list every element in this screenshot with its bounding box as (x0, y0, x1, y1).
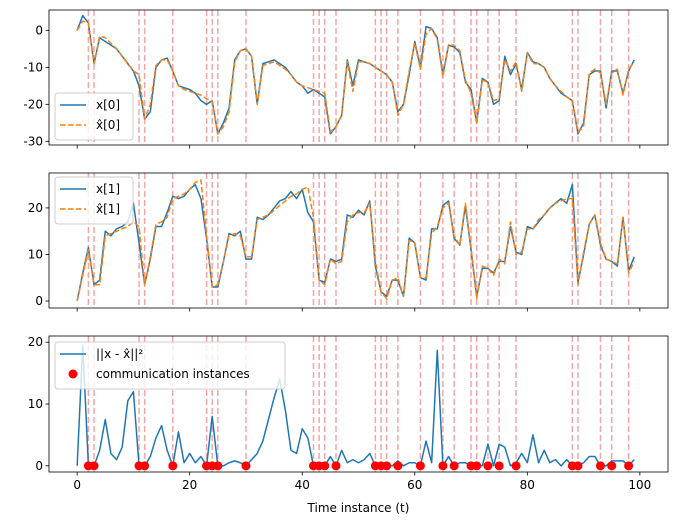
communication-marker (320, 461, 330, 471)
communication-marker (494, 461, 504, 471)
axes-frame (48, 9, 669, 146)
x-tick-label: 20 (182, 478, 197, 492)
y-tick-label: 0 (35, 23, 43, 37)
x-tick-label: 80 (520, 478, 535, 492)
y-tick-label: 0 (35, 294, 43, 308)
y-tick-label: -10 (23, 60, 43, 74)
legend-marker (68, 369, 78, 379)
communication-marker (89, 461, 99, 471)
communication-marker (331, 461, 341, 471)
communication-marker (511, 461, 521, 471)
series-line-true (76, 344, 635, 467)
communication-marker (472, 461, 482, 471)
legend: x[1] x̂[1] (54, 176, 134, 225)
y-tick-label: -20 (23, 97, 43, 111)
y-tick-label: 10 (28, 247, 43, 261)
x-tick-label: 60 (407, 478, 422, 492)
x-tick-label: 40 (295, 478, 310, 492)
legend: x[0] x̂[0] (54, 92, 134, 141)
communication-marker (438, 461, 448, 471)
legend-label: x[1] (96, 182, 120, 196)
legend-box (54, 176, 134, 225)
x-tick-label: 100 (628, 478, 651, 492)
legend-label: x̂[0] (96, 118, 120, 132)
communication-marker (168, 461, 178, 471)
legend-box (54, 92, 134, 141)
legend-label: ||x - x̂||² (96, 347, 143, 361)
y-tick-label: 0 (35, 459, 43, 473)
axes-frame (48, 172, 669, 309)
series-line-true (76, 183, 635, 302)
y-tick-label: 20 (28, 201, 43, 215)
series-line-estimate (76, 20, 635, 135)
top-panel: 0 -10 -20 -30 x[0] x̂[0] (23, 9, 669, 149)
communication-marker (449, 461, 459, 471)
communication-marker (213, 461, 223, 471)
bottom-panel: 0 10 20 0 20 40 60 80 100 ||x - x̂||² communicatio… (28, 335, 669, 492)
x-tick-label: 0 (73, 478, 81, 492)
communication-marker (483, 461, 493, 471)
y-tick-label: 20 (28, 335, 43, 349)
legend-box (54, 341, 286, 390)
legend-label: x̂[1] (96, 202, 120, 216)
communication-marker (595, 461, 605, 471)
communication-marker (573, 461, 583, 471)
legend: ||x - x̂||² communication instances (54, 341, 286, 390)
communication-marker (415, 461, 425, 471)
legend-label: communication instances (96, 367, 250, 381)
legend-label: x[0] (96, 98, 120, 112)
communication-marker (140, 461, 150, 471)
y-tick-label: 10 (28, 397, 43, 411)
series-line-estimate (76, 179, 635, 302)
x-axis-label: Time instance (t) (307, 501, 410, 515)
communication-marker (382, 461, 392, 471)
y-tick-label: -30 (23, 134, 43, 148)
communication-marker (607, 461, 617, 471)
middle-panel: 0 10 20 x[1] x̂[1] (28, 172, 669, 312)
communication-marker (624, 461, 634, 471)
communication-marker (241, 461, 251, 471)
communication-marker (393, 461, 403, 471)
